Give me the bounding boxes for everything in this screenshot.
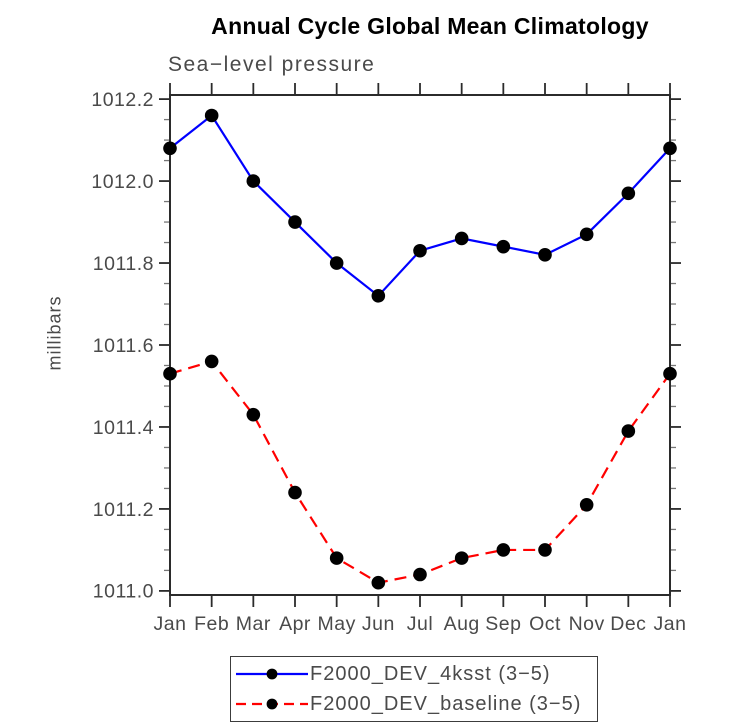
legend-entry-label: F2000_DEV_baseline (3−5) [310, 692, 582, 715]
x-axis-tick-label: Oct [529, 613, 561, 635]
series-line-baseline [169, 360, 671, 584]
data-point-marker [496, 543, 511, 557]
data-point-marker [371, 289, 386, 303]
data-point-marker [288, 215, 302, 229]
x-axis-tick-label: Apr [279, 613, 311, 635]
data-point-marker [538, 248, 552, 262]
data-point-marker [163, 141, 177, 156]
x-axis-tick-label: May [317, 613, 355, 635]
legend-marker-icon [266, 668, 278, 680]
x-axis-tick-label: Mar [236, 613, 271, 635]
y-axis-tick-label: 1012.0 [91, 171, 154, 193]
y-axis-tick-label: 1011.4 [93, 417, 154, 439]
data-point-marker [621, 186, 636, 201]
legend: F2000_DEV_4ksst (3−5) F2000_DEV_baseline… [230, 656, 598, 722]
chart-subtitle: Sea−level pressure [168, 53, 376, 76]
data-point-marker [329, 256, 344, 270]
x-axis-tick-label: Aug [444, 613, 480, 635]
data-point-marker [204, 108, 219, 123]
y-axis-tick-label: 1011.6 [93, 335, 154, 357]
data-point-marker [413, 243, 427, 258]
y-axis-tick-label: 1011.8 [93, 253, 154, 275]
data-point-marker [371, 575, 386, 590]
data-point-marker [204, 354, 219, 369]
data-point-marker [413, 567, 427, 582]
legend-entry-label: F2000_DEV_4ksst (3−5) [310, 662, 551, 685]
data-point-marker [579, 227, 594, 242]
data-point-marker [496, 239, 511, 254]
series-line-4ksst [169, 113, 671, 298]
legend-marker-icon [266, 698, 278, 710]
data-point-marker [579, 498, 594, 512]
x-axis-tick-label: Jun [362, 613, 395, 635]
data-point-marker [163, 366, 177, 381]
y-axis-tick-label: 1011.2 [93, 499, 154, 521]
data-point-marker [454, 231, 469, 246]
legend-line-sample-dashed [236, 698, 308, 710]
x-axis-tick-label: Dec [610, 613, 646, 635]
x-axis-tick-label: Jan [654, 613, 687, 635]
y-axis-tick-label: 1011.0 [93, 581, 154, 603]
data-point-marker [621, 424, 636, 438]
data-point-marker [663, 141, 677, 156]
x-axis-tick-label: Nov [569, 613, 605, 635]
data-point-marker [663, 366, 677, 381]
x-axis-tick-label: Jan [154, 613, 187, 635]
y-axis-title: millibars [44, 295, 65, 371]
data-point-marker [538, 543, 552, 557]
chart-title: Annual Cycle Global Mean Climatology [211, 13, 649, 39]
data-point-marker [454, 551, 469, 565]
x-axis-tick-label: Feb [194, 613, 229, 635]
x-axis-tick-label: Sep [485, 613, 521, 635]
legend-entry-baseline: F2000_DEV_baseline (3−5) [236, 691, 597, 717]
data-point-marker [288, 485, 302, 500]
y-axis-tick-label: 1012.2 [91, 89, 154, 111]
x-axis-tick-label: Jul [407, 613, 433, 635]
data-point-marker [246, 174, 261, 188]
data-point-marker [329, 551, 344, 565]
data-point-marker [246, 407, 261, 422]
legend-line-sample-solid [236, 668, 308, 680]
plot-frame [169, 94, 671, 596]
legend-entry-4ksst: F2000_DEV_4ksst (3−5) [236, 661, 597, 687]
